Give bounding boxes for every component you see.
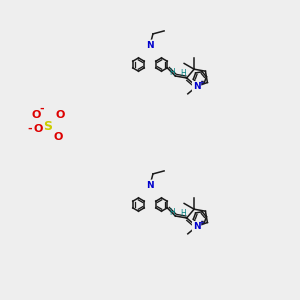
Text: H: H [169,68,175,76]
Text: O: O [31,110,41,120]
Text: -: - [28,124,32,134]
Text: H: H [169,208,175,217]
Text: N: N [193,222,200,231]
Text: S: S [44,121,52,134]
Text: N: N [146,181,154,190]
Text: N: N [146,40,154,50]
Text: +: + [199,80,205,86]
Text: -: - [40,104,44,114]
Text: O: O [33,124,43,134]
Text: H: H [180,209,186,218]
Text: O: O [53,132,63,142]
Text: H: H [180,70,186,79]
Text: N: N [193,82,200,91]
Text: +: + [199,220,205,226]
Text: O: O [55,110,65,120]
